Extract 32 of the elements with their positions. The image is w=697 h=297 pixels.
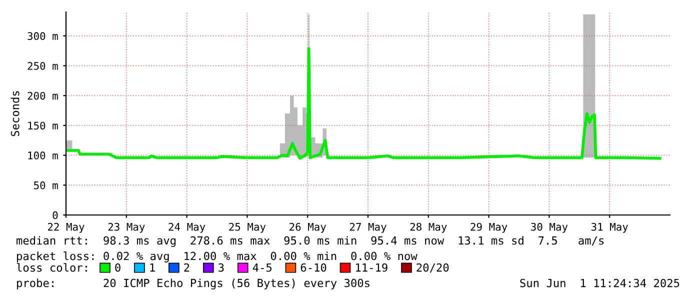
x-tick-label: 29 May [470,222,508,233]
x-tick-label: 31 May [591,222,628,233]
legend-label: 0 [115,263,120,272]
y-tick-label: 100 m [28,152,58,160]
x-tick-label: 23 May [108,222,145,233]
legend-label: 6-10 [300,263,326,272]
legend-label: 3 [218,263,224,272]
text: probe: 20 ICMP Echo Pings (56 Bytes) every 300s [17,278,370,290]
x-tick-label: 28 May [410,222,447,233]
legend-label: 1 [150,263,155,272]
legend-label: 4-5 [252,263,272,272]
x-tick-label: 22 May [48,222,84,233]
y-tick-label: 250 m [28,62,58,70]
legend-title: loss color: [16,263,87,272]
y-tick-label: 200 m [28,92,58,100]
x-tick-label: 27 May [350,222,386,233]
line-series [66,47,662,160]
x-tick-label: 25 May [229,222,266,233]
legend-label: 2 [184,263,190,272]
x-tick-label: 30 May [531,222,568,233]
legend-label: 20/20 [416,263,449,273]
legend-label: 11-19 [356,263,388,272]
y-tick-label: 300 m [28,32,58,40]
text: median rtt: 98.3 ms avg 278.6 ms max 95.0 ms min 95.4 ms now 13.1 ms sd 7.5 am/s [16,236,604,247]
y-tick-label: 50 m [34,181,58,190]
text: Sun Jun 1 11:24:34 2025 [520,278,680,288]
y-tick-label: 150 m [28,122,58,130]
x-tick-label: 24 May [168,222,206,233]
text: packet loss: 0.02 % avg 12.00 % max 0.00 % min 0.00 % now [17,252,418,262]
x-tick-label: 26 May [290,222,326,233]
y-tick-label: 0 [52,211,58,220]
y-axis-title: Seconds [10,91,20,136]
